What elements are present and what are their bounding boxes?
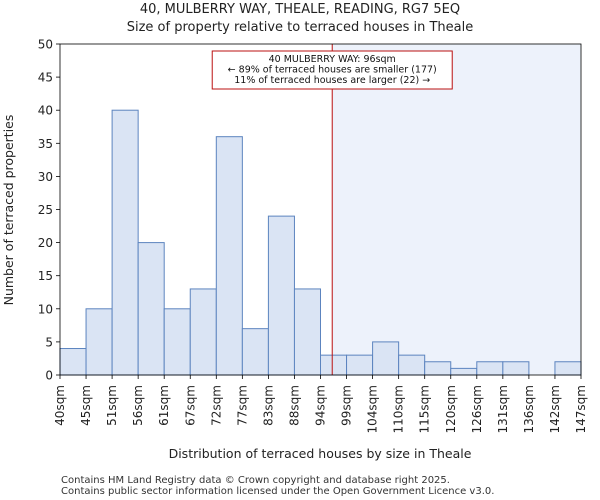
bar-67sqm <box>189 288 217 376</box>
chart-title-line-2: Size of property relative to terraced ho… <box>127 20 474 35</box>
x-tick-label-110sqm: 110sqm <box>392 385 406 433</box>
y-tick-label: 15 <box>38 269 53 283</box>
bar-83sqm <box>267 215 295 376</box>
annotation-line-3: 11% of terraced houses are larger (22) → <box>234 75 430 86</box>
x-tick-label-104sqm: 104sqm <box>366 385 380 433</box>
footer-line-2: Contains public sector information licen… <box>61 486 494 497</box>
bar-142sqm <box>554 361 582 376</box>
x-tick-label-136sqm: 136sqm <box>522 385 536 433</box>
bar-61sqm <box>163 308 191 376</box>
x-tick-label-126sqm: 126sqm <box>470 385 484 433</box>
bar-40sqm <box>59 348 87 376</box>
x-tick-label-99sqm: 99sqm <box>340 385 354 426</box>
x-tick-label-77sqm: 77sqm <box>235 385 249 426</box>
bar-131sqm <box>502 361 530 376</box>
bar-94sqm <box>320 354 348 376</box>
bar-88sqm <box>293 288 322 376</box>
bar-115sqm <box>424 361 452 376</box>
bar-120sqm <box>450 367 478 376</box>
x-tick-label-120sqm: 120sqm <box>444 385 458 433</box>
bars <box>59 109 582 376</box>
bar-104sqm <box>372 341 400 376</box>
y-tick-label: 30 <box>38 170 53 184</box>
footer-line-1: Contains HM Land Registry data © Crown c… <box>61 475 450 486</box>
y-tick-label: 40 <box>38 104 53 118</box>
y-tick-label: 5 <box>45 335 53 349</box>
bar-99sqm <box>346 354 374 376</box>
annotation-frame <box>211 50 453 90</box>
x-tick-label-115sqm: 115sqm <box>418 385 432 433</box>
x-tick-label-45sqm: 45sqm <box>79 385 93 426</box>
y-axis-label: Number of terraced properties <box>1 115 16 306</box>
y-tick-label: 0 <box>45 369 53 383</box>
chart-title-line-1: 40, MULBERRY WAY, THEALE, READING, RG7 5… <box>140 2 460 17</box>
bar-126sqm <box>476 361 504 376</box>
bar-72sqm <box>215 136 243 376</box>
y-tick-label: 25 <box>38 203 53 217</box>
x-tick-label-61sqm: 61sqm <box>157 385 171 426</box>
y-tick-label: 20 <box>38 236 53 250</box>
x-tick-label-147sqm: 147sqm <box>574 385 588 433</box>
y-tick-label: 50 <box>38 38 53 52</box>
y-tick-label: 45 <box>38 71 53 85</box>
y-axis: 0 5 10 15 20 25 30 35 40 45 50 <box>38 38 60 383</box>
y-tick-label: 35 <box>38 137 53 151</box>
x-tick-label-56sqm: 56sqm <box>131 385 145 426</box>
bar-110sqm <box>398 354 426 376</box>
x-tick-label-72sqm: 72sqm <box>209 385 223 426</box>
bar-51sqm <box>111 109 139 376</box>
x-tick-label-94sqm: 94sqm <box>314 385 328 426</box>
annotation-line-1: 40 MULBERRY WAY: 96sqm <box>269 54 396 65</box>
x-tick-label-40sqm: 40sqm <box>53 385 67 426</box>
x-tick-label-51sqm: 51sqm <box>105 385 119 426</box>
bar-45sqm <box>85 308 113 376</box>
x-axis-label: Distribution of terraced houses by size … <box>169 446 472 461</box>
annotation-line-2: ← 89% of terraced houses are smaller (17… <box>228 65 437 76</box>
larger-region-highlight <box>332 44 581 375</box>
x-tick-label-88sqm: 88sqm <box>287 385 301 426</box>
x-axis: 40sqm 45sqm 51sqm 56sqm 61sqm 67sqm 72sqm 77sqm… <box>53 375 588 433</box>
x-tick-label-67sqm: 67sqm <box>183 385 197 426</box>
y-tick-label: 10 <box>38 302 53 316</box>
x-tick-label-131sqm: 131sqm <box>496 385 510 433</box>
bar-77sqm <box>241 328 269 376</box>
bar-56sqm <box>137 242 165 376</box>
x-tick-label-142sqm: 142sqm <box>548 385 562 433</box>
x-tick-label-83sqm: 83sqm <box>261 385 275 426</box>
annotation-box: 40 MULBERRY WAY: 96sqm ← 89% of terraced… <box>211 50 453 90</box>
